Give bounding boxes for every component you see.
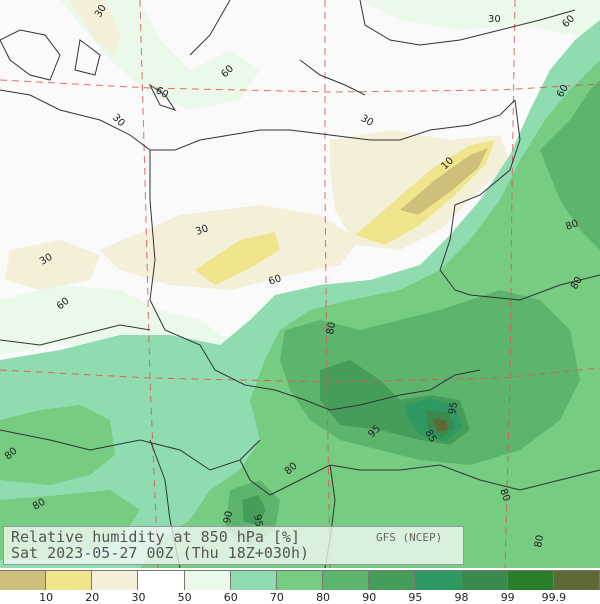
color-legend: 10 20 30 50 60 70 80 90 95 98 99 99.9 xyxy=(0,570,600,604)
graticule xyxy=(0,0,600,568)
legend-tick-label: 60 xyxy=(223,591,238,604)
contour-label: 95 xyxy=(447,401,460,415)
legend-tick-label: 50 xyxy=(177,591,192,604)
humidity-field-80-west xyxy=(0,405,115,485)
legend-swatch xyxy=(184,571,231,590)
legend-tick-label: 90 xyxy=(362,591,377,604)
humidity-field-north xyxy=(360,0,600,40)
dry-core-center xyxy=(195,232,280,285)
legend-swatch xyxy=(230,571,277,590)
humidity-field-90-north xyxy=(540,80,600,250)
map-caption: Relative humidity at 850 hPa [%] Sat 202… xyxy=(3,526,464,565)
legend-tick-label: 70 xyxy=(269,591,284,604)
contour-label: 30 xyxy=(488,14,501,25)
humidity-field-95-sw xyxy=(242,495,266,525)
legend-tick-label: 99 xyxy=(500,591,515,604)
map-title: Relative humidity at 850 hPa [%] xyxy=(11,528,300,546)
legend-swatch xyxy=(507,571,554,590)
dry-area-northwest xyxy=(5,240,100,290)
map-valid-time: Sat 2023-05-27 00Z (Thu 18Z+030h) xyxy=(11,544,310,562)
humidity-field-999 xyxy=(432,418,448,432)
contour-label: 90 xyxy=(222,510,235,524)
contour-label: 30 xyxy=(194,223,210,238)
legend-swatch xyxy=(323,571,370,590)
contour-label: 80 xyxy=(325,321,338,335)
legend-tick-label: 30 xyxy=(131,591,146,604)
legend-tick-label: 98 xyxy=(454,591,469,604)
legend-tick-label: 20 xyxy=(85,591,100,604)
legend-swatch xyxy=(276,571,324,590)
borders xyxy=(0,0,600,568)
legend-tick-label: 95 xyxy=(408,591,423,604)
legend-swatch xyxy=(553,571,600,590)
contour-label: 60 xyxy=(267,273,283,288)
dry-area-north xyxy=(70,0,120,55)
contour-label: 80 xyxy=(564,218,580,233)
contour-label: 95 xyxy=(251,514,264,528)
legend-tick-label: 10 xyxy=(39,591,54,604)
humidity-map: 30 30 60 60 30 30 10 60 30 60 80 30 60 6… xyxy=(0,0,600,568)
model-source: GFS (NCEP) xyxy=(376,531,443,544)
legend-swatch xyxy=(0,571,47,590)
legend-swatch xyxy=(369,571,416,590)
legend-tick-label: 99.9 xyxy=(541,591,567,604)
contour-label: 80 xyxy=(497,487,512,503)
legend-swatch xyxy=(138,571,185,590)
dry-core-east-inner xyxy=(400,148,488,215)
legend-tick-label: 80 xyxy=(316,591,331,604)
legend-bar xyxy=(0,570,600,590)
legend-swatch xyxy=(461,571,508,590)
contour-label: 80 xyxy=(533,534,546,548)
legend-swatch xyxy=(92,571,139,590)
legend-swatch xyxy=(46,571,93,590)
legend-swatch xyxy=(415,571,462,590)
